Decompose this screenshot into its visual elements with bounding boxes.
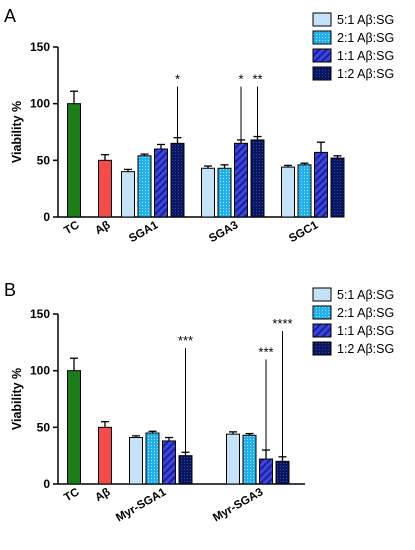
category-label: SGA1	[127, 219, 161, 245]
significance-stars: *	[238, 72, 243, 87]
bar-series-2	[297, 164, 312, 218]
category-labels: TC Aβ SGA1 SGA3 SGC1	[62, 219, 321, 245]
bars	[67, 90, 345, 218]
category-label: Myr-SGA3	[211, 486, 265, 524]
legend-label: 5:1 Aβ:SG	[337, 13, 394, 27]
bar-control	[98, 426, 112, 485]
legend: 5:1 Aβ:SG 2:1 Aβ:SG 1:1 Aβ:SG 1:2 Aβ:SG	[312, 287, 394, 356]
y-tick-label: 100	[30, 364, 50, 378]
legend-label: 1:1 Aβ:SG	[337, 49, 394, 63]
bar-series-3	[259, 458, 273, 485]
bar-series-1	[129, 437, 143, 485]
y-tick-label: 50	[37, 153, 51, 167]
legend-swatch	[312, 12, 332, 27]
bar-series-2	[217, 167, 232, 218]
y-tick-label: 50	[37, 420, 51, 434]
y-tick-label: 150	[30, 307, 50, 321]
category-label: Aβ	[93, 219, 112, 237]
category-label: SGC1	[287, 219, 321, 245]
category-label: Myr-SGA1	[114, 486, 169, 524]
legend-swatch	[312, 305, 332, 320]
bar-series-2	[242, 434, 257, 485]
legend-label: 2:1 Aβ:SG	[337, 31, 394, 45]
bar-series-1	[281, 166, 295, 218]
bar-series-4	[250, 139, 265, 218]
legend-label: 1:1 Aβ:SG	[337, 324, 394, 338]
legend-swatch	[312, 66, 332, 81]
bar-series-1	[121, 171, 135, 218]
significance-stars: **	[252, 72, 262, 87]
legend-swatch	[312, 323, 332, 338]
bars	[67, 357, 290, 485]
legend-swatch	[312, 341, 332, 356]
y-tick-label: 150	[30, 40, 50, 54]
bar-series-3	[234, 142, 248, 218]
significance-stars: *	[175, 72, 180, 87]
bar-series-1	[226, 433, 240, 485]
bar-series-1	[201, 167, 215, 218]
significance-stars: ***	[178, 333, 193, 348]
legend-label: 1:2 Aβ:SG	[337, 342, 394, 356]
bar-series-2	[137, 155, 152, 218]
category-label: TC	[62, 219, 81, 237]
legend-swatch	[312, 48, 332, 63]
y-tick-label: 0	[43, 477, 50, 491]
bar-control	[98, 159, 112, 218]
bar-control	[67, 103, 81, 218]
bar-series-3	[162, 440, 176, 485]
significance-stars: ****	[272, 316, 292, 331]
significance-markers: **********	[178, 316, 293, 457]
bar-series-3	[314, 151, 328, 218]
bar-series-4	[275, 460, 290, 485]
category-labels: TC Aβ Myr-SGA1 Myr-SGA3	[62, 486, 265, 524]
category-label: SGA3	[207, 219, 240, 245]
panel-letter: A	[4, 6, 16, 26]
significance-stars: ***	[258, 344, 273, 359]
legend-label: 1:2 Aβ:SG	[337, 67, 394, 81]
legend-label: 5:1 Aβ:SG	[337, 288, 394, 302]
bar-series-4	[170, 142, 185, 218]
bar-series-4	[178, 455, 193, 485]
bar-series-2	[145, 432, 160, 485]
y-tick-label: 100	[30, 97, 50, 111]
legend-label: 2:1 Aβ:SG	[337, 306, 394, 320]
legend-swatch	[312, 30, 332, 45]
y-tick-label: 0	[43, 210, 50, 224]
category-label: TC	[62, 486, 81, 504]
category-label: Aβ	[93, 486, 112, 504]
bar-series-3	[154, 148, 168, 218]
bar-control	[67, 370, 81, 485]
bar-series-4	[330, 157, 345, 218]
legend-swatch	[312, 287, 332, 302]
y-axis-title: Viability %	[10, 368, 24, 430]
legend: 5:1 Aβ:SG 2:1 Aβ:SG 1:1 Aβ:SG 1:2 Aβ:SG	[312, 12, 394, 81]
y-axis-title: Viability %	[10, 101, 24, 163]
significance-markers: * * **	[175, 72, 263, 140]
panel-letter: B	[4, 280, 16, 300]
